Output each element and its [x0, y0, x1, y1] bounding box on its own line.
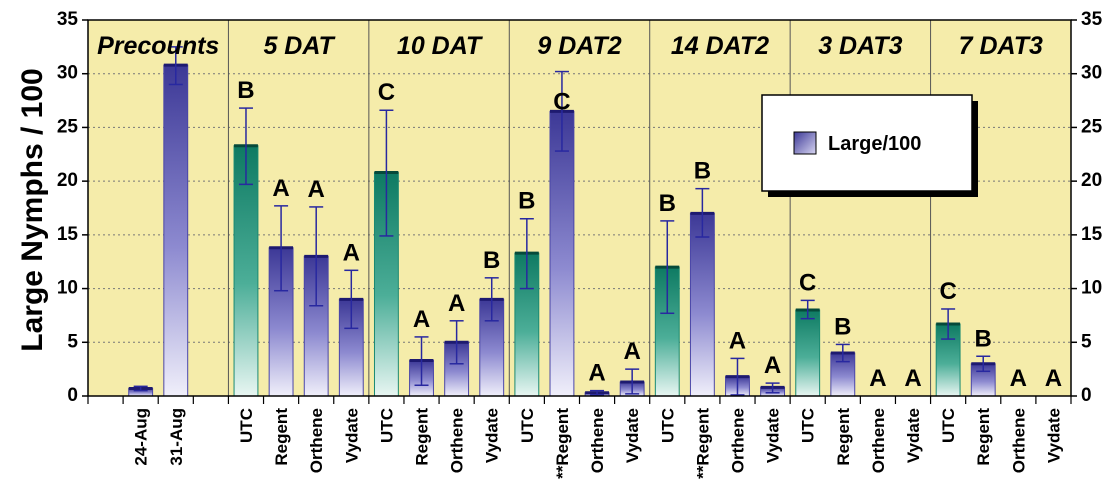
group-label: 3 DAT3	[818, 32, 902, 60]
x-category-label: Regent	[272, 408, 291, 466]
x-category-label: Regent	[413, 408, 432, 466]
x-category-label: Orthene	[307, 408, 326, 473]
bar	[549, 110, 575, 397]
significance-letter: B	[659, 190, 676, 217]
bar	[163, 64, 189, 397]
group-label: 7 DAT3	[959, 32, 1043, 60]
group-label: 5 DAT	[263, 32, 336, 60]
significance-letter: B	[834, 313, 851, 340]
y-tick-label: 30	[57, 63, 78, 84]
significance-letter: B	[975, 325, 992, 352]
gridlines	[88, 73, 1071, 343]
legend: Large/100	[761, 94, 978, 197]
x-category-label: UTC	[658, 408, 677, 443]
x-category-label: **Regent	[553, 408, 572, 479]
x-category-label: Vydate	[764, 408, 783, 463]
axes: 0 0 5 5 10 10 15 15 20 20 25 25 30 30 35 35	[57, 9, 1103, 406]
y-tick-label-right: 0	[1081, 385, 1092, 406]
x-category-label: Vydate	[623, 408, 642, 463]
significance-letter: A	[308, 176, 325, 203]
significance-letter: A	[729, 327, 746, 354]
x-category-label: 24-Aug	[132, 408, 151, 466]
significance-letter: A	[448, 290, 465, 317]
x-category-label: Orthene	[588, 408, 607, 473]
significance-letter: C	[553, 88, 570, 115]
x-category-label: UTC	[939, 408, 958, 443]
y-tick-label: 0	[67, 385, 78, 406]
x-category-label: UTC	[377, 408, 396, 443]
significance-letter: B	[518, 188, 535, 215]
y-tick-label: 5	[67, 331, 78, 352]
significance-letter: B	[694, 158, 711, 185]
y-tick-label: 15	[57, 224, 79, 245]
x-category-label: Vydate	[342, 408, 361, 463]
y-tick-label-right: 35	[1081, 9, 1103, 30]
x-category-label: Regent	[834, 408, 853, 466]
y-tick-label-right: 15	[1081, 224, 1103, 245]
y-tick-label: 25	[57, 116, 79, 137]
legend-swatch	[793, 131, 817, 155]
y-tick-label-right: 5	[1081, 331, 1092, 352]
legend-label: Large/100	[828, 133, 921, 155]
x-category-label: Vydate	[904, 408, 923, 463]
y-tick-label: 10	[57, 278, 78, 299]
y-axis-label: Large Nymphs / 100	[16, 68, 49, 351]
significance-letter: C	[939, 278, 956, 305]
group-separators	[227, 20, 932, 396]
x-category-label: **Regent	[693, 408, 712, 479]
group-label: 10 DAT	[397, 32, 484, 60]
significance-letter: B	[237, 77, 254, 104]
significance-letter: A	[623, 338, 640, 365]
error-bars	[133, 46, 991, 396]
x-category-label: Orthene	[1009, 408, 1028, 473]
significance-letter: B	[483, 247, 500, 274]
significance-letter: C	[799, 269, 816, 296]
x-category-label: Vydate	[483, 408, 502, 463]
x-category-label: 31-Aug	[167, 408, 186, 466]
group-labels: Precounts 5 DAT 10 DAT 9 DAT2 14 DAT2 3 DAT3 7…	[97, 32, 1043, 60]
significance-letter: A	[413, 306, 430, 333]
x-category-label: Regent	[974, 408, 993, 466]
group-label: 9 DAT2	[537, 32, 621, 60]
bar	[795, 309, 821, 397]
significance-letter: A	[869, 365, 886, 392]
y-tick-label-right: 10	[1081, 278, 1102, 299]
x-category-label: Orthene	[728, 408, 747, 473]
significance-letter: A	[1010, 365, 1027, 392]
group-label: Precounts	[97, 32, 219, 60]
x-category-label: Vydate	[1044, 408, 1063, 463]
x-category-label: Orthene	[448, 408, 467, 473]
y-tick-label-right: 30	[1081, 63, 1102, 84]
significance-letter: A	[588, 360, 605, 387]
y-tick-label: 20	[57, 170, 78, 191]
x-category-label: UTC	[799, 408, 818, 443]
significance-letter: A	[272, 175, 289, 202]
y-tick-label-right: 20	[1081, 170, 1102, 191]
significance-letter: A	[764, 352, 781, 379]
x-tick-labels: 24-Aug 31-Aug UTC Regent Orthene Vydate UTC Reg…	[132, 408, 1064, 479]
x-category-label: UTC	[237, 408, 256, 443]
significance-letter: A	[904, 365, 921, 392]
significance-letter: A	[1045, 365, 1062, 392]
y-tick-label: 35	[57, 9, 79, 30]
significance-letter: A	[343, 239, 360, 266]
group-label: 14 DAT2	[671, 32, 769, 60]
x-category-label: UTC	[518, 408, 537, 443]
bar	[689, 212, 715, 397]
y-tick-label-right: 25	[1081, 116, 1103, 137]
significance-letter: C	[378, 79, 395, 106]
x-category-label: Orthene	[869, 408, 888, 473]
